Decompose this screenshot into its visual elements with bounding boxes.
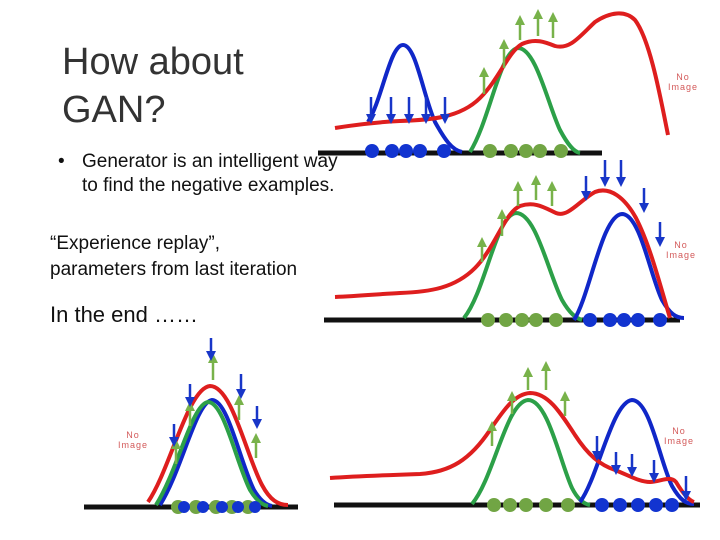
down-arrow-icon bbox=[366, 97, 450, 124]
up-arrow-icon bbox=[479, 9, 558, 94]
up-arrow-icon bbox=[477, 175, 557, 262]
generated-distribution-curve bbox=[158, 397, 273, 508]
image-placeholder-icon: No Image bbox=[118, 430, 148, 450]
real-data-distribution-curve bbox=[468, 45, 581, 155]
real-data-distribution-curve bbox=[154, 399, 269, 508]
placeholder-line2: Image bbox=[666, 250, 697, 260]
bullet-dot-icon: • bbox=[58, 151, 65, 172]
generated-samples bbox=[595, 498, 679, 512]
real-data-distribution-curve bbox=[462, 210, 583, 322]
up-arrow-icon bbox=[487, 361, 570, 446]
image-placeholder-icon: No Image bbox=[666, 240, 696, 260]
real-samples bbox=[481, 313, 563, 327]
up-arrow-icon bbox=[171, 353, 261, 464]
placeholder-line1: No bbox=[672, 426, 686, 436]
image-placeholder-icon: No Image bbox=[664, 426, 694, 446]
real-samples bbox=[483, 144, 568, 158]
slide-title-line1: How about bbox=[62, 41, 244, 83]
discriminator-curve bbox=[334, 188, 672, 319]
generated-samples bbox=[178, 501, 261, 513]
panel-iteration-2 bbox=[324, 160, 685, 327]
placeholder-line1: No bbox=[676, 72, 690, 82]
bullet-text: Generator is an intelligent way to find … bbox=[82, 151, 338, 196]
real-samples bbox=[487, 498, 575, 512]
panel-converged bbox=[84, 338, 298, 514]
placeholder-line2: Image bbox=[118, 440, 149, 450]
panel-iteration-1 bbox=[318, 9, 670, 158]
generated-samples bbox=[365, 144, 451, 158]
ending-text: In the end …… bbox=[50, 302, 198, 327]
slide-title: How about GAN? bbox=[62, 38, 244, 134]
down-arrow-icon bbox=[592, 436, 691, 501]
real-data-distribution-curve bbox=[470, 397, 591, 507]
image-placeholder-icon: No Image bbox=[668, 72, 698, 92]
experience-replay-text: “Experience replay”, bbox=[50, 233, 221, 254]
down-arrow-icon bbox=[581, 160, 665, 247]
placeholder-line2: Image bbox=[668, 82, 699, 92]
generated-distribution-curve bbox=[366, 42, 463, 154]
discriminator-curve bbox=[329, 390, 695, 504]
slide-title-line2: GAN? bbox=[62, 89, 166, 131]
parameters-text: parameters from last iteration bbox=[50, 259, 298, 280]
placeholder-line1: No bbox=[674, 240, 688, 250]
placeholder-line1: No bbox=[126, 430, 140, 440]
down-arrow-icon bbox=[169, 338, 262, 447]
generated-samples bbox=[583, 313, 667, 327]
panel-iteration-3 bbox=[329, 361, 700, 512]
placeholder-line2: Image bbox=[664, 436, 695, 446]
